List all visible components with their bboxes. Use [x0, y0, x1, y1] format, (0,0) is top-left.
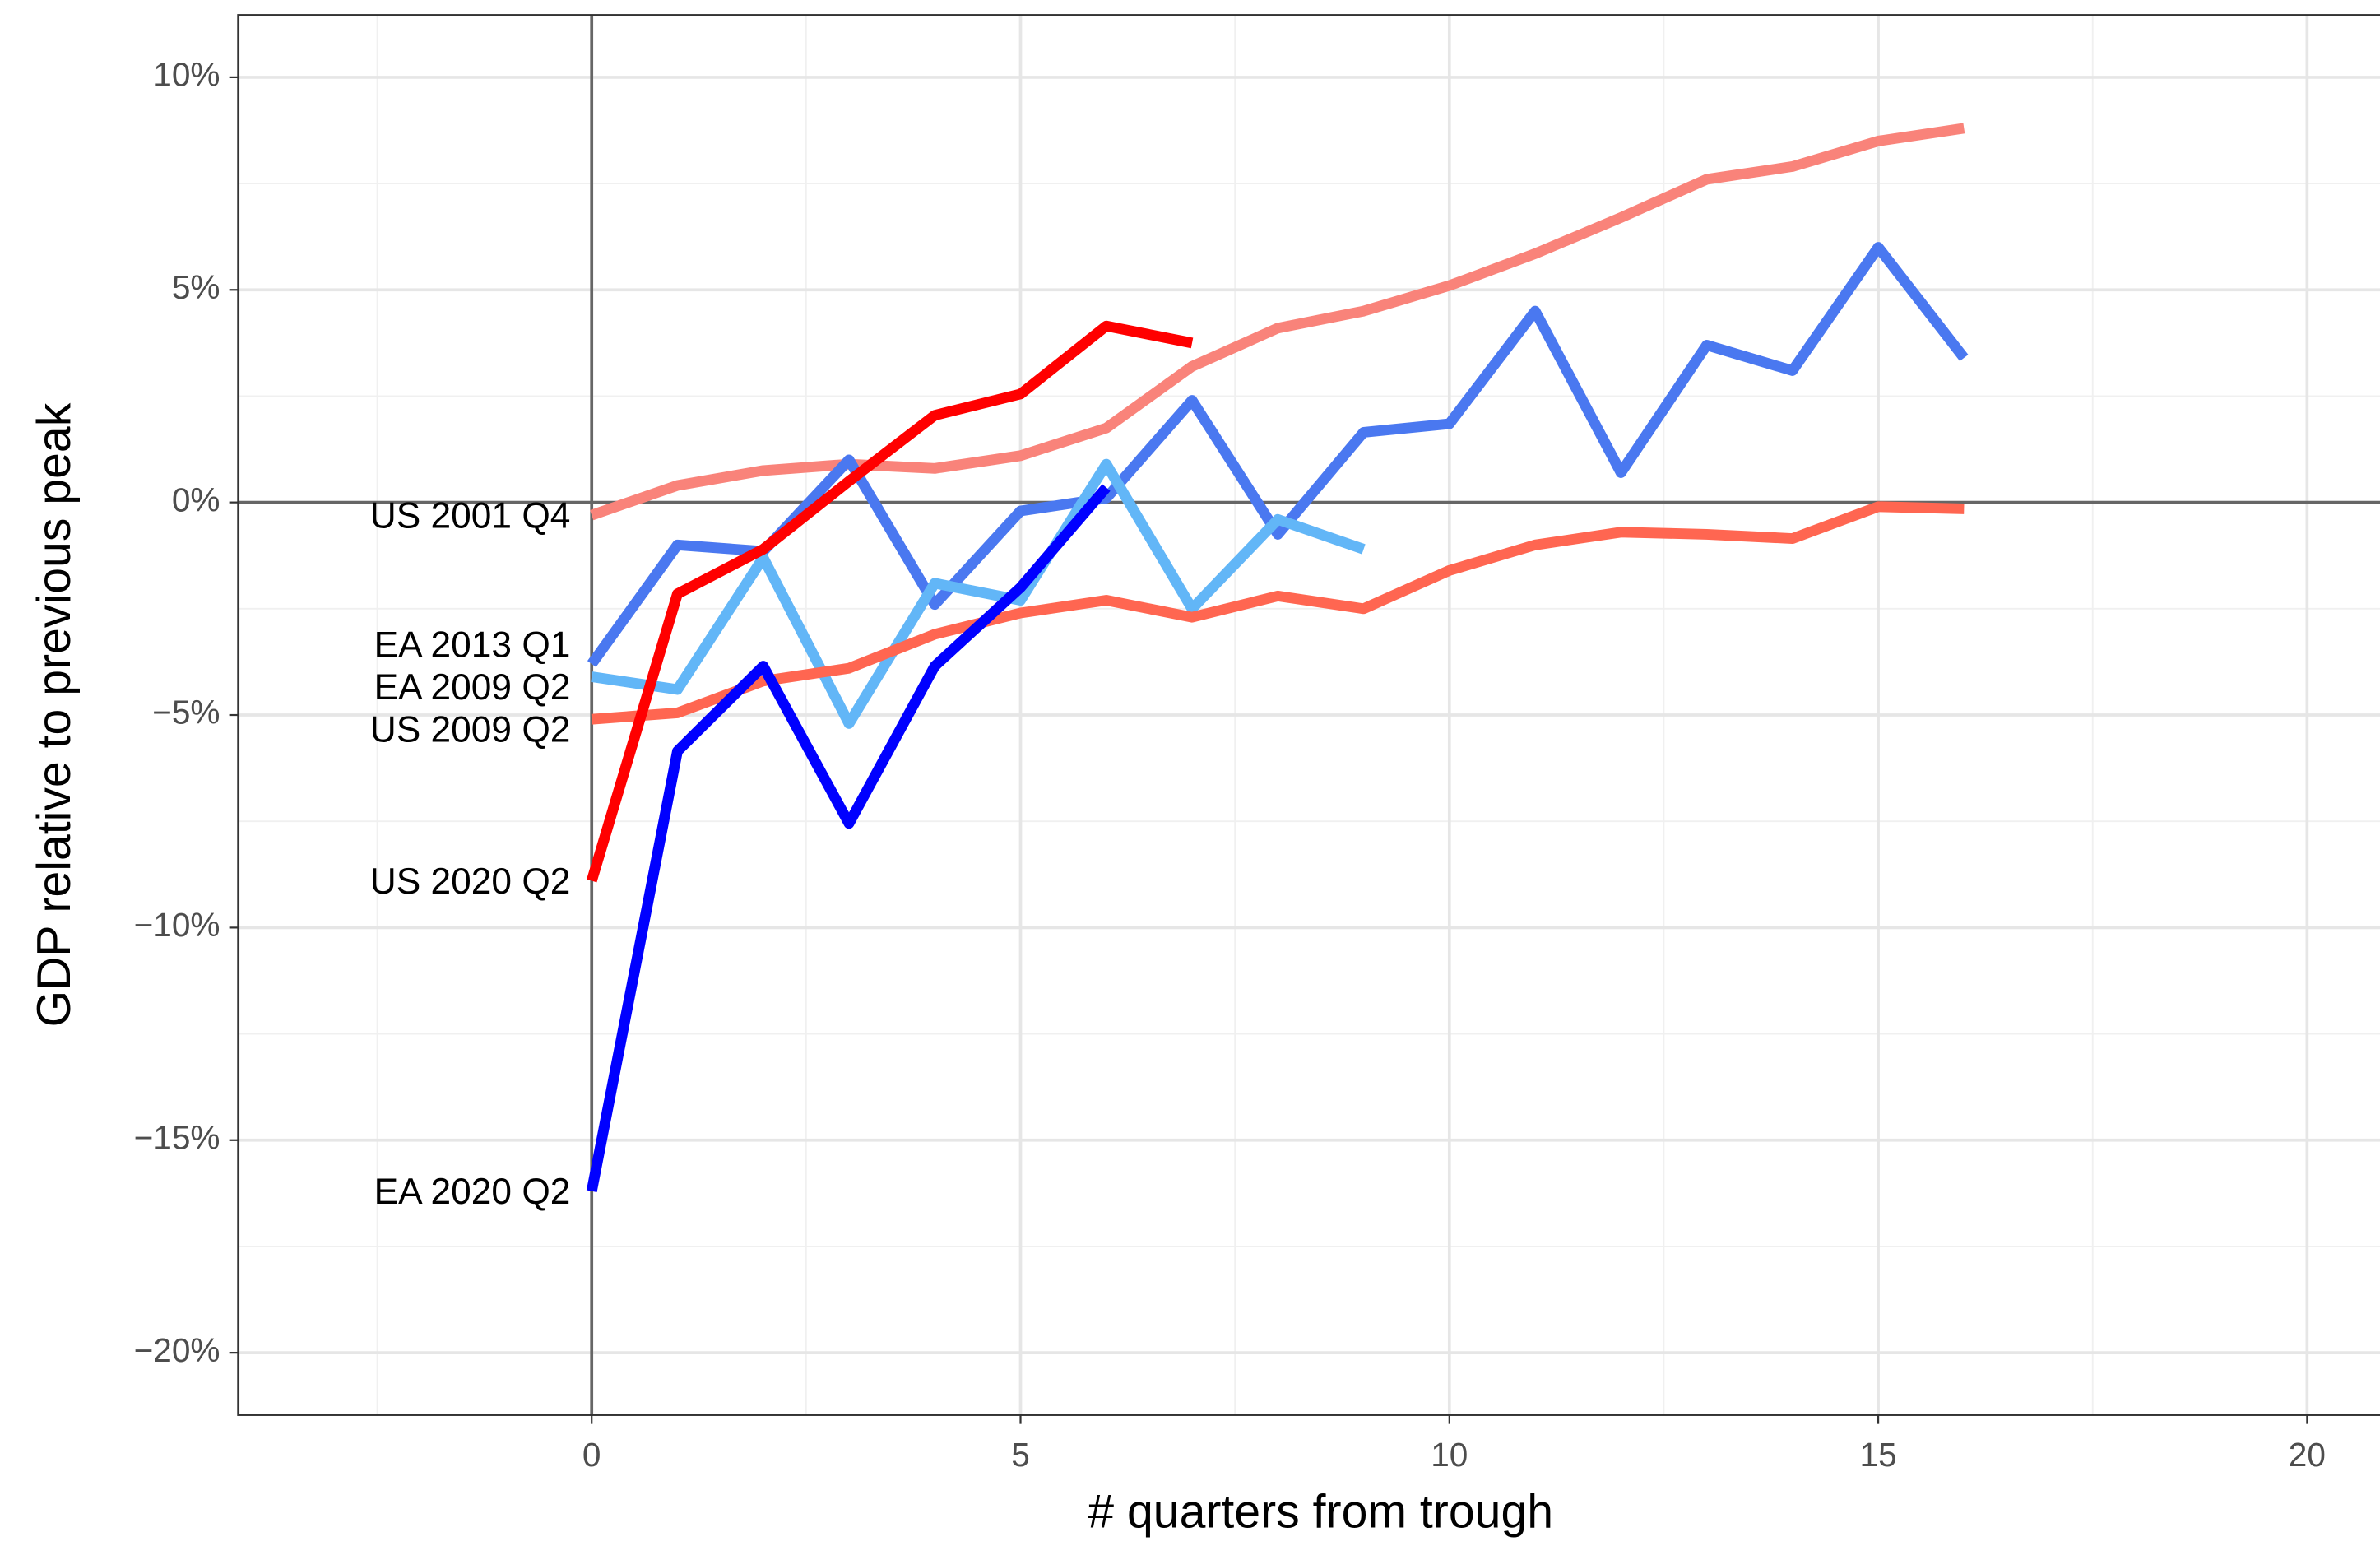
series-line [587, 242, 1969, 667]
x-tick-label: 20 [2289, 1436, 2326, 1474]
series-line [586, 484, 1111, 1193]
series-line [591, 501, 1965, 725]
series-label: EA 2020 Q2 [374, 1172, 571, 1212]
y-tick-label: −15% [134, 1118, 220, 1156]
y-tick-label: −20% [134, 1331, 220, 1369]
y-tick-label: 10% [153, 56, 220, 94]
y-tick-label: −5% [152, 694, 220, 731]
x-tick-label: 10 [1431, 1436, 1468, 1474]
y-tick-label: 0% [172, 481, 220, 518]
series-line [587, 320, 1194, 883]
y-tick-label: 5% [172, 268, 220, 306]
x-tick-label: 0 [582, 1436, 601, 1474]
panel-border [237, 14, 2380, 1416]
series-label: US 2001 Q4 [370, 496, 571, 536]
series-line [591, 458, 1366, 729]
x-tick-label: 5 [1011, 1436, 1030, 1474]
series-label: EA 2013 Q1 [374, 624, 571, 665]
series-line [590, 123, 1965, 521]
series-label: EA 2009 Q2 [374, 667, 571, 708]
y-tick-label: −10% [134, 906, 220, 944]
x-axis-title: # quarters from trough [1088, 1485, 1553, 1538]
y-axis-title: GDP relative to previous peak [28, 402, 81, 1027]
series-label: US 2020 Q2 [370, 861, 571, 902]
series-label: US 2009 Q2 [370, 710, 571, 750]
x-tick-label: 15 [1860, 1436, 1897, 1474]
